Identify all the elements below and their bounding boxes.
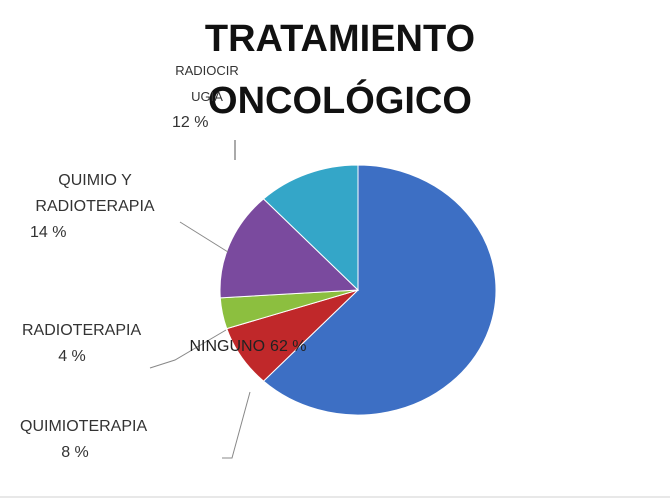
- category-label: RADIOTERAPIA: [22, 322, 142, 339]
- leader-line: [222, 391, 251, 459]
- value-label: 14 %: [30, 224, 67, 241]
- value-label: 12 %: [172, 114, 209, 131]
- value-label: 62 %: [270, 338, 307, 355]
- slice-label: QUIMIOTERAPIA 8 %: [20, 414, 147, 466]
- value-label: 4 %: [58, 348, 86, 365]
- slice-label: NINGUNO 62 %: [168, 334, 328, 360]
- pie-slice: [219, 198, 360, 299]
- category-label: QUIMIO Y RADIOTERAPIA: [35, 172, 155, 215]
- leader-line: [149, 329, 227, 369]
- leader-line: [179, 221, 229, 253]
- chart-title: TRATAMIENTO ONCOLÓGICO: [204, 18, 476, 122]
- slice-label: RADIOCIRUGIA 12 %: [172, 58, 242, 136]
- slice-label: RADIOTERAPIA 4 %: [22, 318, 141, 370]
- category-label: QUIMIOTERAPIA: [20, 418, 148, 435]
- category-label: NINGUNO: [189, 338, 266, 355]
- pie-slice: [262, 164, 359, 292]
- slice-label: QUIMIO Y RADIOTERAPIA 14 %: [30, 168, 170, 246]
- value-label: 8 %: [61, 444, 89, 461]
- pie-slice: [262, 164, 497, 416]
- category-label: RADIOCIRUGIA: [175, 63, 239, 104]
